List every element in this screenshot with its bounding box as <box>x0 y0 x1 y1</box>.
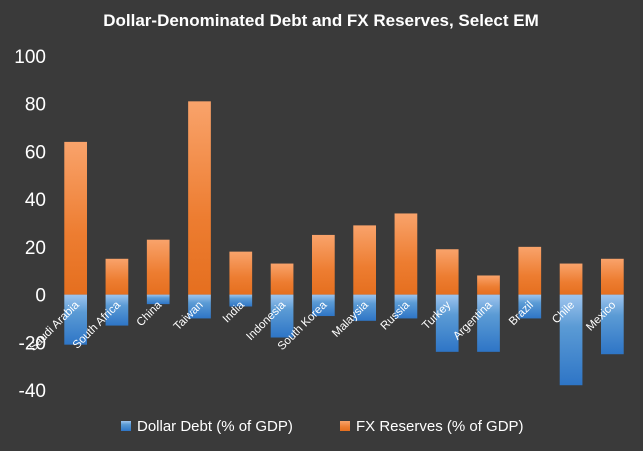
y-tick-label: -20 <box>19 333 46 354</box>
bar-fx-reserves-argentina <box>477 275 500 295</box>
bar-fx-reserves-turkey <box>435 249 459 295</box>
bar-fx-reserves-india <box>229 251 253 295</box>
legend-label-dollar-debt: Dollar Debt (% of GDP) <box>137 418 293 435</box>
y-tick-label: 80 <box>25 95 46 116</box>
bar-fx-reserves-taiwan <box>188 101 211 295</box>
bar-dollar-debt-russia <box>394 294 418 319</box>
bar-dollar-debt-argentina <box>477 294 500 352</box>
y-tick-label: 60 <box>25 142 46 163</box>
bar-fx-reserves-chile <box>559 263 583 295</box>
bar-dollar-debt-china <box>146 294 170 305</box>
y-tick-label: -40 <box>19 381 46 402</box>
bars <box>64 101 624 386</box>
legend: Dollar Debt (% of GDP) FX Reserves (% of… <box>121 418 524 435</box>
bar-fx-reserves-china <box>146 239 170 295</box>
bar-dollar-debt-malaysia <box>353 294 376 321</box>
bar-dollar-debt-brazil <box>518 294 542 319</box>
bar-dollar-debt-taiwan <box>188 294 211 319</box>
bar-fx-reserves-malaysia <box>353 225 376 295</box>
legend-label-fx-reserves: FX Reserves (% of GDP) <box>356 418 524 435</box>
bar-dollar-debt-india <box>229 294 253 307</box>
bar-dollar-debt-chile <box>559 294 583 386</box>
y-tick-label: 40 <box>25 190 46 211</box>
bar-dollar-debt-indonesia <box>270 294 294 338</box>
bar-fx-reserves-russia <box>394 213 418 295</box>
bar-fx-reserves-saudi-arabia <box>64 141 87 295</box>
bar-fx-reserves-brazil <box>518 246 542 295</box>
bar-dollar-debt-south-korea <box>312 294 335 317</box>
y-tick-label: 0 <box>35 286 46 307</box>
legend-swatch-dollar-debt <box>121 421 131 431</box>
chart-title: Dollar-Denominated Debt and FX Reserves,… <box>103 11 539 30</box>
bar-dollar-debt-saudi-arabia <box>64 294 87 345</box>
bar-dollar-debt-south-africa <box>105 294 129 326</box>
y-tick-label: 20 <box>25 238 46 259</box>
bar-fx-reserves-mexico <box>601 258 624 295</box>
bar-fx-reserves-indonesia <box>270 263 294 295</box>
bar-dollar-debt-mexico <box>601 294 624 355</box>
legend-swatch-fx-reserves <box>340 421 350 431</box>
bar-fx-reserves-south-korea <box>312 234 335 295</box>
y-tick-label: 100 <box>14 47 46 68</box>
y-axis: 100 80 60 40 20 0 -20 -40 <box>14 47 46 402</box>
bar-fx-reserves-south-africa <box>105 258 129 295</box>
bar-dollar-debt-turkey <box>435 294 459 352</box>
